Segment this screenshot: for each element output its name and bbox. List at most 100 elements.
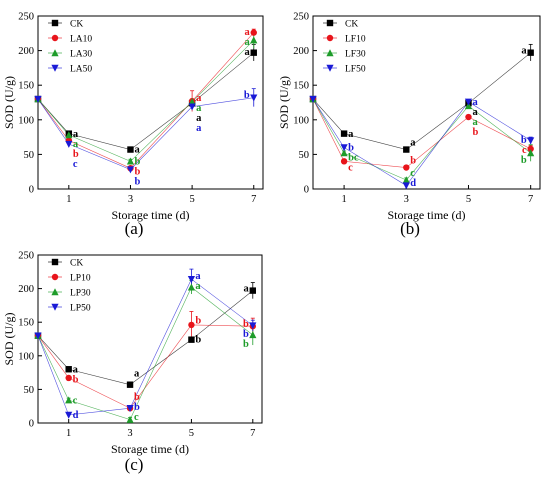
data-point — [527, 49, 534, 56]
significance-letter: a — [521, 45, 527, 56]
chart-panel: 0 50 100 150 200 250 1 3 5 7 Storage time (d) SOD (… — [2, 12, 264, 238]
legend-label: LF30 — [345, 50, 366, 60]
data-point — [65, 374, 72, 382]
significance-letter: b — [134, 402, 140, 413]
series-line — [37, 278, 253, 416]
data-point — [65, 411, 73, 419]
significance-letter: a — [134, 368, 140, 379]
y-tick-label: 100 — [18, 351, 34, 362]
significance-letter: a — [472, 97, 478, 108]
y-tick-label: 150 — [18, 81, 34, 92]
y-tick-label: 50 — [24, 385, 35, 396]
legend-label: CK — [70, 259, 83, 269]
significance-letter: bc — [348, 153, 359, 164]
legend-marker — [326, 64, 334, 72]
legend-label: LP30 — [70, 289, 91, 299]
data-point — [126, 381, 134, 388]
x-axis-label: Storage time (d) — [112, 208, 190, 222]
panel-caption: (c) — [125, 455, 144, 474]
significance-letter: a — [73, 364, 79, 375]
significance-letter: b — [73, 374, 79, 385]
significance-letter: d — [410, 178, 416, 189]
y-tick-label: 250 — [293, 12, 309, 23]
data-point — [403, 164, 410, 171]
legend-marker — [51, 258, 59, 266]
legend-marker — [326, 49, 334, 57]
data-point — [250, 94, 258, 102]
significance-letter: b — [134, 166, 140, 177]
data-point — [340, 144, 348, 152]
data-point — [65, 396, 73, 404]
legend-marker — [51, 34, 59, 42]
legend-label: LP50 — [70, 304, 91, 314]
data-point — [464, 102, 473, 110]
data-point — [527, 149, 535, 157]
legend-marker — [326, 34, 334, 42]
data-point — [250, 29, 257, 36]
y-axis-label: SOD (U/g) — [2, 76, 16, 129]
x-tick-label: 5 — [189, 194, 194, 205]
significance-letter: b — [195, 316, 201, 327]
significance-letter: a — [73, 129, 79, 140]
significance-letter: a — [244, 283, 250, 294]
significance-letter: c — [522, 145, 527, 156]
data-point — [464, 98, 473, 106]
legend-marker — [51, 19, 59, 27]
significance-letter: a — [348, 129, 354, 140]
legend-marker — [51, 303, 59, 311]
significance-letter: c — [410, 168, 415, 179]
significance-letter: b — [243, 319, 249, 330]
panel-caption: (a) — [125, 219, 144, 238]
y-tick-label: 0 — [29, 185, 34, 196]
legend-marker — [51, 273, 59, 281]
legend-marker — [51, 288, 59, 296]
significance-letter: c — [348, 163, 353, 174]
significance-letter: a — [196, 93, 202, 104]
x-tick-label: 7 — [250, 428, 255, 439]
significance-letter: c — [73, 159, 78, 170]
x-axis-label: Storage time (d) — [388, 208, 466, 222]
legend-label: CK — [70, 20, 83, 30]
significance-letter: a — [245, 47, 251, 58]
significance-letter: b — [195, 335, 201, 346]
x-tick-label: 1 — [341, 194, 346, 205]
x-tick-label: 5 — [466, 194, 471, 205]
significance-letter: a — [196, 123, 202, 134]
y-tick-label: 200 — [18, 284, 34, 295]
legend-label: CK — [345, 20, 358, 30]
data-point — [250, 36, 258, 44]
significance-letter: b — [521, 155, 527, 166]
data-point — [340, 149, 348, 157]
y-tick-label: 50 — [299, 150, 310, 161]
legend-label: LA10 — [70, 35, 92, 45]
y-tick-label: 150 — [293, 81, 309, 92]
data-point — [65, 366, 72, 373]
legend-label: LA50 — [70, 65, 92, 75]
data-point — [340, 158, 348, 165]
data-point — [527, 145, 534, 153]
data-point — [403, 146, 410, 153]
significance-letter: b — [472, 127, 478, 138]
y-tick-label: 150 — [18, 318, 34, 329]
x-axis-label: Storage time (d) — [111, 442, 189, 456]
data-point — [188, 103, 196, 111]
y-tick-label: 200 — [18, 46, 34, 57]
data-point — [127, 146, 134, 153]
series-line — [312, 98, 531, 186]
data-point — [527, 137, 535, 145]
legend-marker — [51, 49, 59, 57]
data-point — [34, 95, 42, 103]
significance-letter: b — [134, 176, 140, 187]
x-tick-label: 7 — [251, 194, 256, 205]
data-point — [187, 275, 196, 283]
y-tick-label: 250 — [18, 251, 34, 262]
legend-marker — [51, 64, 59, 72]
significance-letter: b — [243, 329, 249, 340]
significance-letter: a — [73, 139, 79, 150]
x-tick-label: 1 — [66, 194, 71, 205]
series-line — [312, 98, 531, 181]
legend-label: LF50 — [345, 65, 366, 75]
y-axis-label: SOD (U/g) — [2, 312, 16, 365]
y-tick-label: 250 — [18, 12, 34, 23]
